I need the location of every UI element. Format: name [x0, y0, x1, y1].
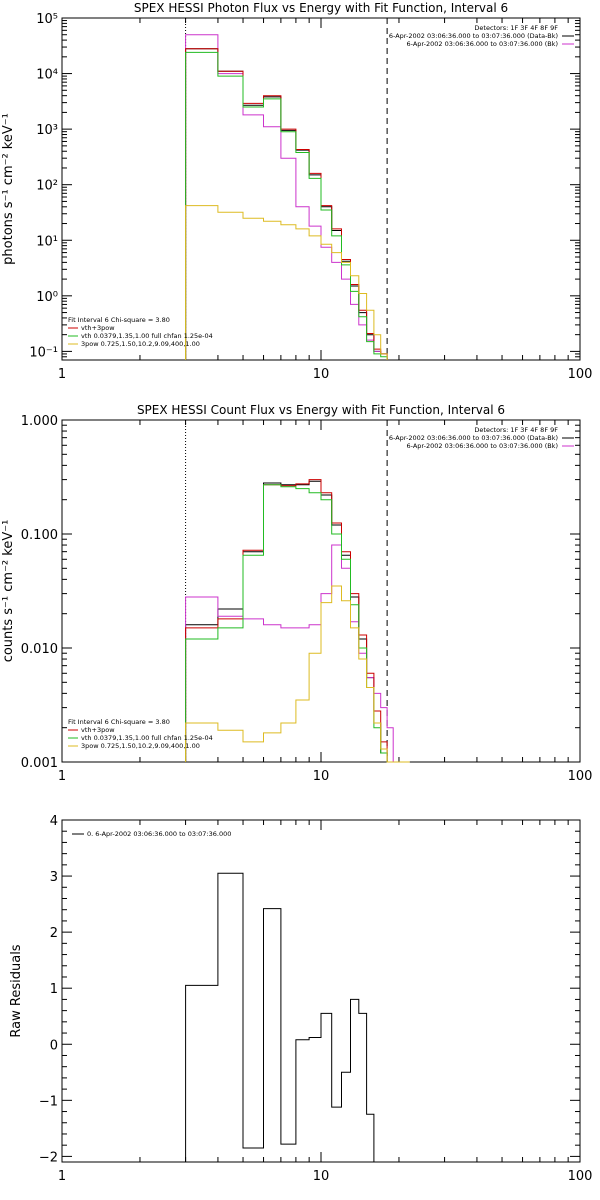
- y-tick-label: 10²: [36, 179, 58, 194]
- y-tick-label: 10⁴: [36, 68, 58, 83]
- y-tick-label: 10³: [36, 123, 58, 138]
- y-tick-label: 0: [50, 1038, 58, 1053]
- legend-entry: vth+3pow: [81, 726, 115, 734]
- y-tick-label: 0.010: [21, 642, 58, 657]
- y-tick-label: 3: [50, 870, 58, 885]
- legend-entry: 6-Apr-2002 03:06:36.000 to 03:07:36.000 …: [389, 434, 558, 442]
- x-tick-label: 100: [568, 367, 593, 382]
- chart-panel-1: SPEX HESSI Photon Flux vs Energy with Fi…: [1, 1, 592, 382]
- x-tick-label: 10: [313, 367, 330, 382]
- y-tick-label: −1: [39, 1094, 58, 1109]
- series-2-histogram: [185, 544, 410, 763]
- series-5-histogram: [185, 585, 410, 763]
- chart-title: SPEX HESSI Photon Flux vs Energy with Fi…: [134, 1, 508, 15]
- x-tick-label: 100: [568, 769, 593, 784]
- y-tick-label: 10⁻¹: [29, 345, 58, 360]
- legend-entry: 3pow 0.725,1.50,10.2,9.09,400,1.00: [81, 340, 200, 348]
- y-tick-label: 10⁰: [36, 290, 58, 305]
- y-axis-label: Raw Residuals: [9, 944, 24, 1037]
- x-tick-label: 1: [58, 1169, 66, 1184]
- plot-frame: [61, 819, 581, 1163]
- chart-title: SPEX HESSI Count Flux vs Energy with Fit…: [137, 403, 505, 417]
- x-tick-label: 100: [568, 1169, 593, 1184]
- series-5-histogram: [185, 205, 388, 360]
- chart-panel-3: Raw Residuals 1 10 100 −2 −1 0 1 2 3 4 0. 6-Apr-200…: [9, 814, 592, 1184]
- legend-entry: vth 0.0379,1.35,1.00 full chfan 1.25e-04: [81, 332, 213, 340]
- legend-entry: 6-Apr-2002 03:06:36.000 to 03:07:36.000 …: [407, 40, 558, 48]
- series-1-histogram: [185, 480, 410, 763]
- series-3-histogram: [185, 479, 410, 763]
- y-tick-label: 0.100: [21, 528, 58, 543]
- series-4-histogram: [185, 484, 410, 763]
- legend-entry: Detectors: 1F 3F 4F 8F 9F: [474, 426, 558, 434]
- legend-entry: 6-Apr-2002 03:06:36.000 to 03:07:36.000 …: [407, 442, 558, 450]
- legend-entry: 3pow 0.725,1.50,10.2,9.09,400,1.00: [81, 742, 200, 750]
- y-tick-label: 4: [50, 814, 58, 829]
- series-4-histogram: [185, 51, 388, 360]
- x-tick-label: 1: [58, 769, 66, 784]
- legend-entry: vth 0.0379,1.35,1.00 full chfan 1.25e-04: [81, 734, 213, 742]
- x-tick-label: 1: [58, 367, 66, 382]
- y-tick-label: 2: [50, 926, 58, 941]
- chart-panel-2: SPEX HESSI Count Flux vs Energy with Fit…: [1, 403, 592, 784]
- legend-entry: Detectors: 1F 3F 4F 8F 9F: [474, 24, 558, 32]
- legend-entry: vth+3pow: [81, 324, 115, 332]
- y-tick-label: 10⁵: [36, 12, 58, 27]
- legend-entry: Fit Interval 6 Chi-square = 3.80: [68, 316, 170, 324]
- y-tick-label: 1.000: [21, 414, 58, 429]
- x-tick-label: 10: [313, 769, 330, 784]
- legend-entry: 6-Apr-2002 03:06:36.000 to 03:07:36.000 …: [389, 32, 558, 40]
- series-3-histogram: [185, 48, 388, 360]
- y-tick-label: 1: [50, 982, 58, 997]
- legend-entry: Fit Interval 6 Chi-square = 3.80: [68, 718, 170, 726]
- series-1-histogram: [185, 48, 388, 360]
- legend-entry: 0. 6-Apr-2002 03:06:36.000 to 03:07:36.0…: [87, 830, 231, 838]
- plot-frame: [61, 419, 581, 763]
- series-2-histogram: [185, 34, 388, 360]
- y-tick-label: −2: [39, 1150, 58, 1165]
- y-axis-label: counts s⁻¹ cm⁻² keV⁻¹: [1, 520, 16, 663]
- y-tick-label: 0.001: [21, 756, 58, 771]
- y-axis-label: photons s⁻¹ cm⁻² keV⁻¹: [1, 113, 16, 265]
- series-1-histogram: [185, 872, 394, 1163]
- x-tick-label: 10: [313, 1169, 330, 1184]
- y-tick-label: 10¹: [36, 234, 58, 249]
